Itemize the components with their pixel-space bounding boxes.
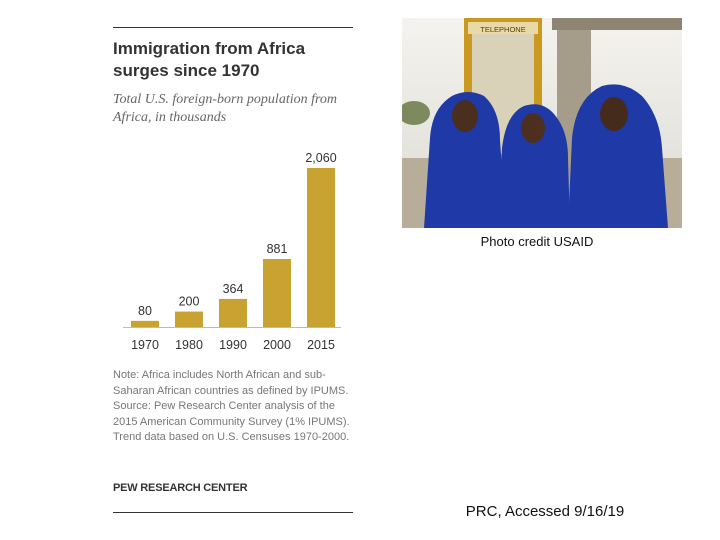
- x-tick-1980: 1980: [175, 338, 203, 352]
- data-label-2015: 2,060: [305, 151, 336, 165]
- bar-1990: [219, 298, 247, 327]
- data-label-1970: 80: [138, 304, 152, 318]
- bar-2015: [307, 168, 335, 327]
- bar-chart: 80 1970 200 1980 364 1990 881 2000 2,060 2015: [123, 151, 341, 352]
- top-rule: [113, 27, 353, 28]
- photo-credit: Photo credit USAID: [480, 234, 594, 249]
- source-text: Source: Pew Research Center analysis of …: [113, 400, 350, 443]
- data-label-1990: 364: [223, 282, 244, 296]
- chart-subtitle: Total U.S. foreign-born population from …: [113, 92, 338, 125]
- x-tick-2015: 2015: [307, 338, 335, 352]
- chart-title: Immigration from Africa surges since 197…: [113, 39, 306, 80]
- chart-notes: Note: Africa includes North African and …: [113, 368, 353, 446]
- bar-2000: [263, 259, 291, 327]
- telephone-sign: TELEPHONE: [480, 25, 525, 34]
- x-tick-2000: 2000: [263, 338, 291, 352]
- photo: TELEPHONE: [402, 18, 682, 228]
- data-label-2000: 881: [267, 242, 288, 256]
- bar-1970: [131, 320, 159, 327]
- x-tick-1990: 1990: [219, 338, 247, 352]
- bar-1980: [175, 311, 203, 327]
- bottom-rule: [113, 512, 353, 513]
- data-label-1980: 200: [179, 295, 200, 309]
- three-girls-photo: TELEPHONE: [402, 18, 682, 228]
- citation: PRC, Accessed 9/16/19: [465, 503, 625, 520]
- girl-right: [568, 84, 668, 228]
- girl-left: [424, 92, 506, 228]
- x-tick-1970: 1970: [131, 338, 159, 352]
- girl-middle: [498, 104, 570, 228]
- pew-research-center-logo: PEW RESEARCH CENTER: [113, 482, 248, 494]
- note-text: Note: Africa includes North African and …: [113, 369, 349, 397]
